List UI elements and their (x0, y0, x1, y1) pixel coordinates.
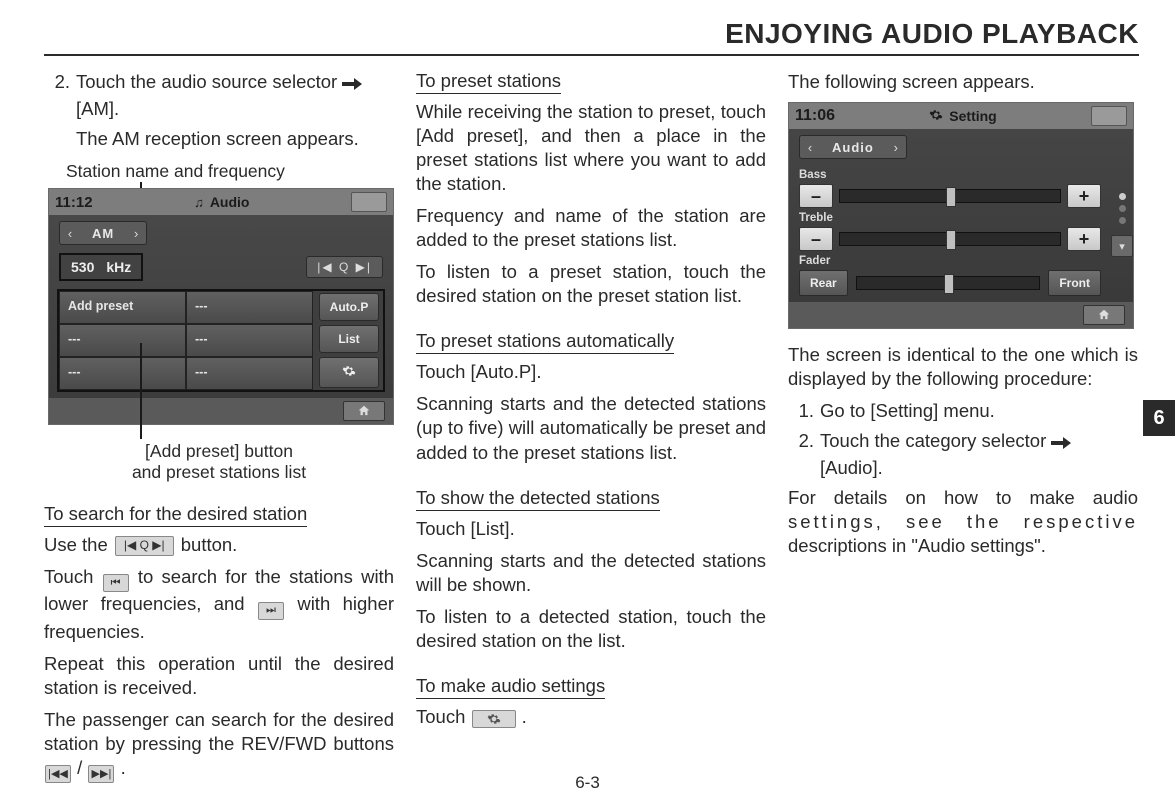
heading-show: To show the detected stations (416, 487, 660, 511)
bass-minus-button[interactable]: – (799, 184, 833, 208)
para-touch-search: Touch ⏮ to search for the stations with … (44, 565, 394, 643)
heading-auto: To preset stations automatically (416, 330, 674, 354)
para-preset-3: To listen to a preset station, touch the… (416, 260, 766, 308)
fader-front-button[interactable]: Front (1048, 270, 1101, 296)
para-show-1: Touch [List]. (416, 517, 766, 541)
treble-slider[interactable]: – + (799, 227, 1101, 251)
para-show-3: To listen to a detected station, touch t… (416, 605, 766, 653)
proc-1-num: 1. (788, 399, 820, 423)
screen-title: Audio (210, 194, 250, 210)
fader-rear-button[interactable]: Rear (799, 270, 848, 296)
para-auto-1: Touch [Auto.P]. (416, 360, 766, 384)
caption-top: Station name and frequency (66, 161, 394, 182)
heading-make: To make audio settings (416, 675, 605, 699)
home-button[interactable] (343, 401, 385, 421)
screen-title: Setting (949, 108, 996, 124)
top-right-button[interactable] (351, 192, 387, 212)
page-title: ENJOYING AUDIO PLAYBACK (44, 18, 1139, 56)
seek-control[interactable]: |◀ Q ▶| (306, 256, 383, 278)
para-passenger: The passenger can search for the desired… (44, 708, 394, 783)
para-details: For details on how to make audio setting… (788, 486, 1138, 558)
chevron-right-icon[interactable]: › (126, 226, 146, 241)
page-number: 6-3 (0, 773, 1175, 793)
step-2-sub: The AM reception screen appears. (76, 127, 394, 151)
preset-slot[interactable]: --- (186, 324, 313, 357)
source-label: AM (80, 226, 126, 241)
source-selector[interactable]: ‹ AM › (59, 221, 147, 245)
treble-label: Treble (799, 212, 1101, 224)
arrow-icon (342, 73, 362, 97)
list-button[interactable]: List (319, 325, 379, 353)
step-2-text-a: Touch the audio source selector (76, 71, 342, 92)
page-dot (1119, 193, 1126, 200)
clock: 11:06 (795, 107, 835, 125)
fader-control[interactable]: Rear Front (799, 270, 1101, 296)
proc-step-1: 1. Go to [Setting] menu. (788, 399, 1138, 423)
settings-button[interactable] (319, 357, 379, 388)
music-icon: ♫ (194, 195, 204, 210)
chevron-left-icon[interactable]: ‹ (60, 226, 80, 241)
page-dot (1119, 217, 1126, 224)
seek-icons: |◀ Q ▶| (317, 260, 372, 274)
preset-slot[interactable]: --- (186, 291, 313, 324)
para-make: Touch . (416, 705, 766, 729)
next-icon: ⏭ (258, 602, 284, 620)
page-dot (1119, 205, 1126, 212)
gear-icon (929, 108, 943, 125)
chapter-tab: 6 (1143, 400, 1175, 436)
chevron-left-icon[interactable]: ‹ (800, 140, 820, 155)
category-selector[interactable]: ‹ Audio › (799, 135, 907, 159)
clock: 11:12 (55, 194, 93, 211)
frequency-number: 530 (71, 259, 94, 275)
proc-step-2: 2. Touch the category selector [Audio]. (788, 429, 1138, 480)
preset-box: Add preset --- --- --- --- --- Auto.P Li… (57, 289, 385, 392)
bass-slider[interactable]: – + (799, 184, 1101, 208)
category-label: Audio (820, 140, 886, 155)
preset-slot[interactable]: --- (186, 357, 313, 390)
bass-plus-button[interactable]: + (1067, 184, 1101, 208)
step-2: 2. Touch the audio source selector [AM]. (44, 70, 394, 121)
treble-thumb[interactable] (946, 230, 956, 250)
heading-search: To search for the desired station (44, 503, 307, 527)
auto-preset-button[interactable]: Auto.P (319, 293, 379, 321)
gear-button-icon (472, 710, 516, 728)
para-preset-2: Frequency and name of the station are ad… (416, 204, 766, 252)
preset-slot[interactable]: --- (59, 324, 186, 357)
para-show-2: Scanning starts and the detected station… (416, 549, 766, 597)
frequency-display: 530 kHz (59, 253, 143, 281)
fader-thumb[interactable] (944, 274, 954, 294)
proc-1-text: Go to [Setting] menu. (820, 399, 1138, 423)
step-2-text-b: [AM]. (76, 98, 119, 119)
para-repeat: Repeat this operation until the desired … (44, 652, 394, 700)
top-right-button[interactable] (1091, 106, 1127, 126)
bass-label: Bass (799, 169, 1101, 181)
home-button[interactable] (1083, 305, 1125, 325)
proc-2-text-a: Touch the category selector (820, 430, 1051, 451)
para-following: The following screen appears. (788, 70, 1138, 94)
proc-2-text-b: [Audio]. (820, 457, 883, 478)
scroll-down-button[interactable]: ▾ (1111, 235, 1133, 257)
am-screen: 11:12 ♫ Audio ‹ AM › 530 (48, 188, 394, 425)
bass-thumb[interactable] (946, 187, 956, 207)
fader-label: Fader (799, 255, 1101, 267)
seek-buttons-icon: |◀ Q ▶| (115, 536, 174, 556)
setting-screen: 11:06 Setting ‹ Audio › Bass (788, 102, 1134, 329)
preset-slot[interactable]: --- (59, 357, 186, 390)
step-2-number: 2. (44, 70, 76, 121)
treble-minus-button[interactable]: – (799, 227, 833, 251)
para-identical: The screen is identical to the one which… (788, 343, 1138, 391)
chevron-right-icon[interactable]: › (886, 140, 906, 155)
caption-bottom-2: and preset stations list (44, 462, 394, 483)
frequency-unit: kHz (106, 259, 131, 275)
proc-2-num: 2. (788, 429, 820, 480)
heading-preset: To preset stations (416, 70, 561, 94)
prev-icon: ⏮ (103, 574, 129, 592)
para-auto-2: Scanning starts and the detected station… (416, 392, 766, 464)
para-preset-1: While receiving the station to preset, t… (416, 100, 766, 196)
treble-plus-button[interactable]: + (1067, 227, 1101, 251)
add-preset-button[interactable]: Add preset (59, 291, 186, 324)
arrow-icon (1051, 432, 1071, 456)
caption-bottom-1: [Add preset] button (44, 441, 394, 462)
para-use: Use the |◀ Q ▶| button. (44, 533, 394, 557)
